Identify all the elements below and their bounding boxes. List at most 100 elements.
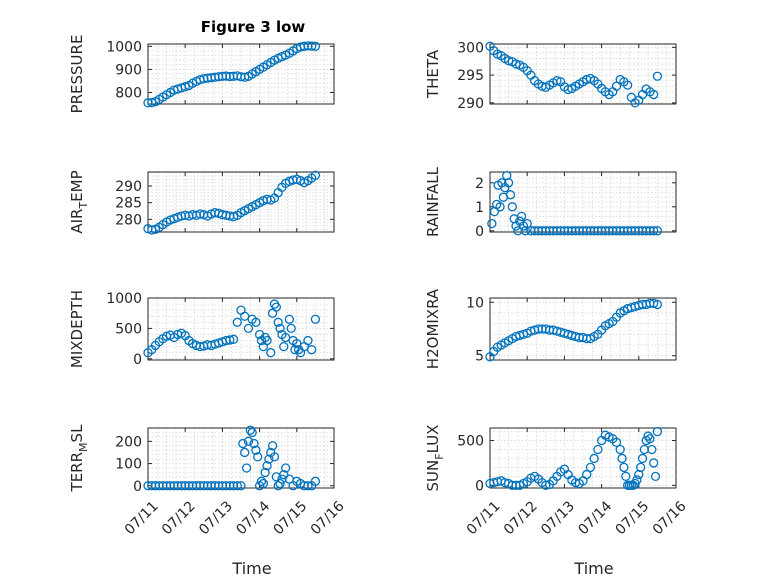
x-tick-label: 07/13 xyxy=(196,498,236,538)
y-tick-label: 285 xyxy=(115,196,142,212)
subplot-pressure: 800 900 1000 PRESSURE xyxy=(68,35,335,113)
data-point xyxy=(266,348,276,358)
data-point xyxy=(619,462,629,473)
data-point xyxy=(271,302,281,312)
data-point xyxy=(649,89,659,100)
data-point xyxy=(279,470,289,480)
data-point xyxy=(310,476,321,486)
x-tick-label: 07/16 xyxy=(308,498,348,538)
x-axis-label-right: Time xyxy=(573,559,613,578)
grid xyxy=(489,172,677,232)
data-point xyxy=(585,462,596,473)
figure-title: Figure 3 low xyxy=(201,18,306,36)
data-point xyxy=(262,461,272,471)
subplot-theta: 290 295 300 THETA xyxy=(424,40,677,112)
data-point xyxy=(516,211,527,222)
data-point xyxy=(260,467,270,478)
y-tick-label: 1000 xyxy=(106,39,142,55)
data-point xyxy=(650,471,661,482)
data-point xyxy=(225,335,235,345)
data-point xyxy=(180,82,190,92)
data-point xyxy=(611,437,622,447)
scatter-series xyxy=(143,425,321,491)
x-tick-label: 07/12 xyxy=(501,498,541,538)
scatter-series xyxy=(485,298,663,362)
x-tick-label: 07/12 xyxy=(159,498,199,538)
x-axis-label-left: Time xyxy=(231,559,271,578)
data-point xyxy=(632,475,642,485)
data-point xyxy=(251,317,261,327)
y-tick-label: 10 xyxy=(466,295,484,311)
grid xyxy=(147,44,335,104)
scatter-series xyxy=(485,41,663,108)
data-point xyxy=(647,444,657,455)
data-point xyxy=(243,323,254,334)
scatter-series xyxy=(143,299,321,358)
y-tick-label: 500 xyxy=(115,321,142,337)
scatter-series xyxy=(143,170,321,235)
y-axis-label: THETA xyxy=(424,49,442,99)
y-tick-label: 900 xyxy=(115,62,142,78)
data-point xyxy=(249,438,259,449)
x-tick-label: 07/15 xyxy=(271,498,311,538)
data-point xyxy=(507,202,517,212)
y-axis-label: MIXDEPTH xyxy=(68,290,86,368)
data-point xyxy=(522,218,532,229)
x-tick-label: 07/14 xyxy=(575,498,615,538)
data-point xyxy=(303,481,313,491)
data-point xyxy=(649,298,659,308)
data-point xyxy=(254,329,265,340)
data-point xyxy=(310,41,321,51)
data-point xyxy=(275,323,285,334)
y-axis-label: H2OMIXRA xyxy=(424,288,442,369)
data-point xyxy=(236,481,246,491)
x-tick-label: 07/16 xyxy=(650,498,690,538)
x-tick-label: 07/15 xyxy=(613,498,653,538)
data-point xyxy=(247,427,257,438)
data-point xyxy=(241,463,252,473)
data-point xyxy=(652,426,663,437)
data-point xyxy=(615,444,625,455)
subplot-mixdepth: 0 500 1000 MIXDEPTH xyxy=(68,290,335,368)
data-point xyxy=(303,335,313,346)
y-axis-label: TERRMSL xyxy=(68,424,90,493)
data-point xyxy=(487,218,497,229)
data-point xyxy=(617,453,627,464)
y-tick-label: 280 xyxy=(115,212,142,228)
data-point xyxy=(240,447,250,458)
data-point xyxy=(290,345,300,355)
y-tick-label: 1 xyxy=(475,200,484,216)
scatter-series xyxy=(485,426,663,490)
x-tick-label: 07/11 xyxy=(122,498,162,538)
axes-box xyxy=(489,427,677,489)
data-point xyxy=(232,317,242,327)
data-point xyxy=(243,436,254,446)
data-point xyxy=(258,478,268,489)
data-point xyxy=(503,178,514,188)
data-point xyxy=(621,471,631,482)
data-point xyxy=(273,317,283,327)
data-point xyxy=(652,226,663,236)
data-point xyxy=(652,299,663,310)
data-point xyxy=(589,453,599,464)
data-point xyxy=(232,481,242,491)
data-point xyxy=(645,434,655,444)
data-point xyxy=(253,452,263,462)
y-tick-label: 300 xyxy=(457,40,484,56)
y-tick-label: 290 xyxy=(115,179,142,195)
data-point xyxy=(228,334,239,344)
data-point xyxy=(262,335,272,346)
y-tick-label: 295 xyxy=(457,68,484,84)
subplot-h2omixra: 5 10 H2OMIXRA xyxy=(424,288,677,369)
data-point xyxy=(511,59,521,69)
data-point xyxy=(251,445,261,455)
data-point xyxy=(238,438,248,449)
x-tick-label: 07/11 xyxy=(464,498,504,538)
axes-box xyxy=(147,43,335,105)
y-tick-label: 2 xyxy=(475,176,484,192)
data-point xyxy=(284,314,295,324)
data-point xyxy=(286,323,296,334)
